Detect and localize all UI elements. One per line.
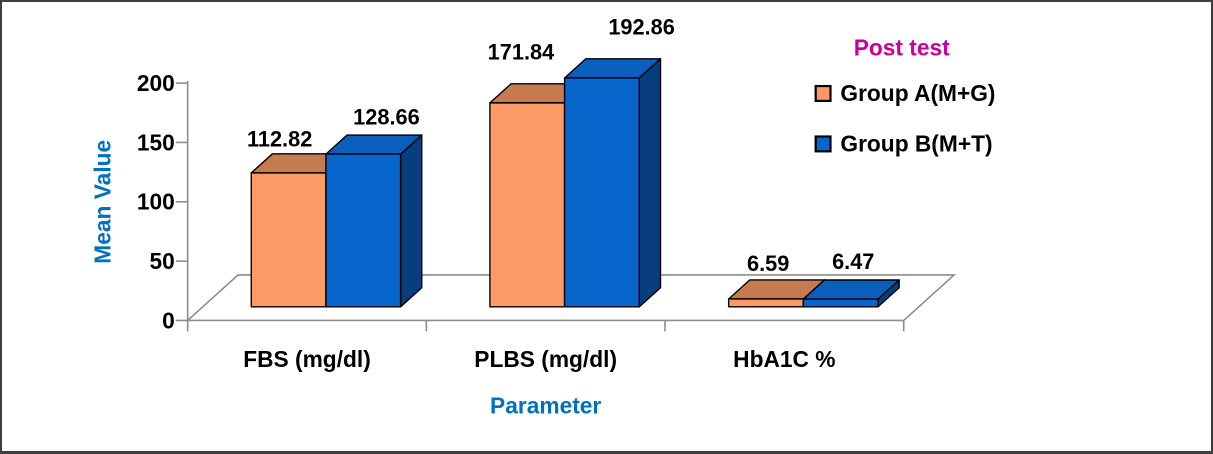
y-axis-title: Mean Value — [90, 140, 116, 264]
category-label-plbs: PLBS (mg/dl) — [474, 346, 617, 372]
plot-area — [175, 81, 957, 332]
bar-group-b-1 — [563, 58, 662, 308]
bar-side-face — [399, 134, 423, 308]
bars-layer — [250, 58, 900, 308]
category-label-hba1c: HbA1C % — [733, 346, 835, 372]
y-tick-label: 100 — [137, 189, 175, 215]
value-label: 6.47 — [832, 249, 874, 274]
value-label: 171.84 — [488, 39, 555, 64]
y-axis-tick-labels: 0 50 100 150 200 — [137, 70, 175, 333]
bar-front-face — [563, 77, 640, 308]
legend-swatch-group-a — [814, 84, 832, 102]
bar-front-face — [250, 172, 327, 308]
y-tick-label: 50 — [150, 248, 175, 274]
legend-label-group-a: Group A(M+G) — [840, 80, 995, 106]
value-label: 192.86 — [608, 15, 675, 40]
y-tick-label: 0 — [162, 307, 175, 333]
x-axis-title: Parameter — [490, 392, 601, 418]
y-tick-label: 150 — [137, 129, 175, 155]
bar-front-face — [802, 298, 879, 308]
value-labels-layer: 112.82 128.66 171.84 192.86 6.59 6.47 — [247, 15, 874, 276]
legend-swatch-group-b — [814, 135, 832, 153]
value-label: 128.66 — [353, 105, 420, 130]
y-tick-label: 200 — [137, 70, 175, 96]
legend-label-group-b: Group B(M+T) — [840, 130, 992, 156]
bar-side-face — [638, 58, 662, 308]
value-label: 112.82 — [247, 126, 312, 151]
category-label-fbs: FBS (mg/dl) — [243, 346, 371, 372]
legend: Post test Group A(M+G) Group B(M+T) — [814, 34, 996, 156]
value-label: 6.59 — [747, 251, 789, 276]
bar-front-face — [489, 102, 566, 308]
bar-front-face — [325, 153, 402, 308]
bar-group-b-0 — [325, 134, 423, 308]
bar-group-b-2 — [802, 279, 900, 308]
x-axis-category-labels: FBS (mg/dl) PLBS (mg/dl) HbA1C % — [243, 346, 835, 372]
bar-front-face — [727, 298, 805, 308]
legend-title: Post test — [854, 34, 950, 60]
